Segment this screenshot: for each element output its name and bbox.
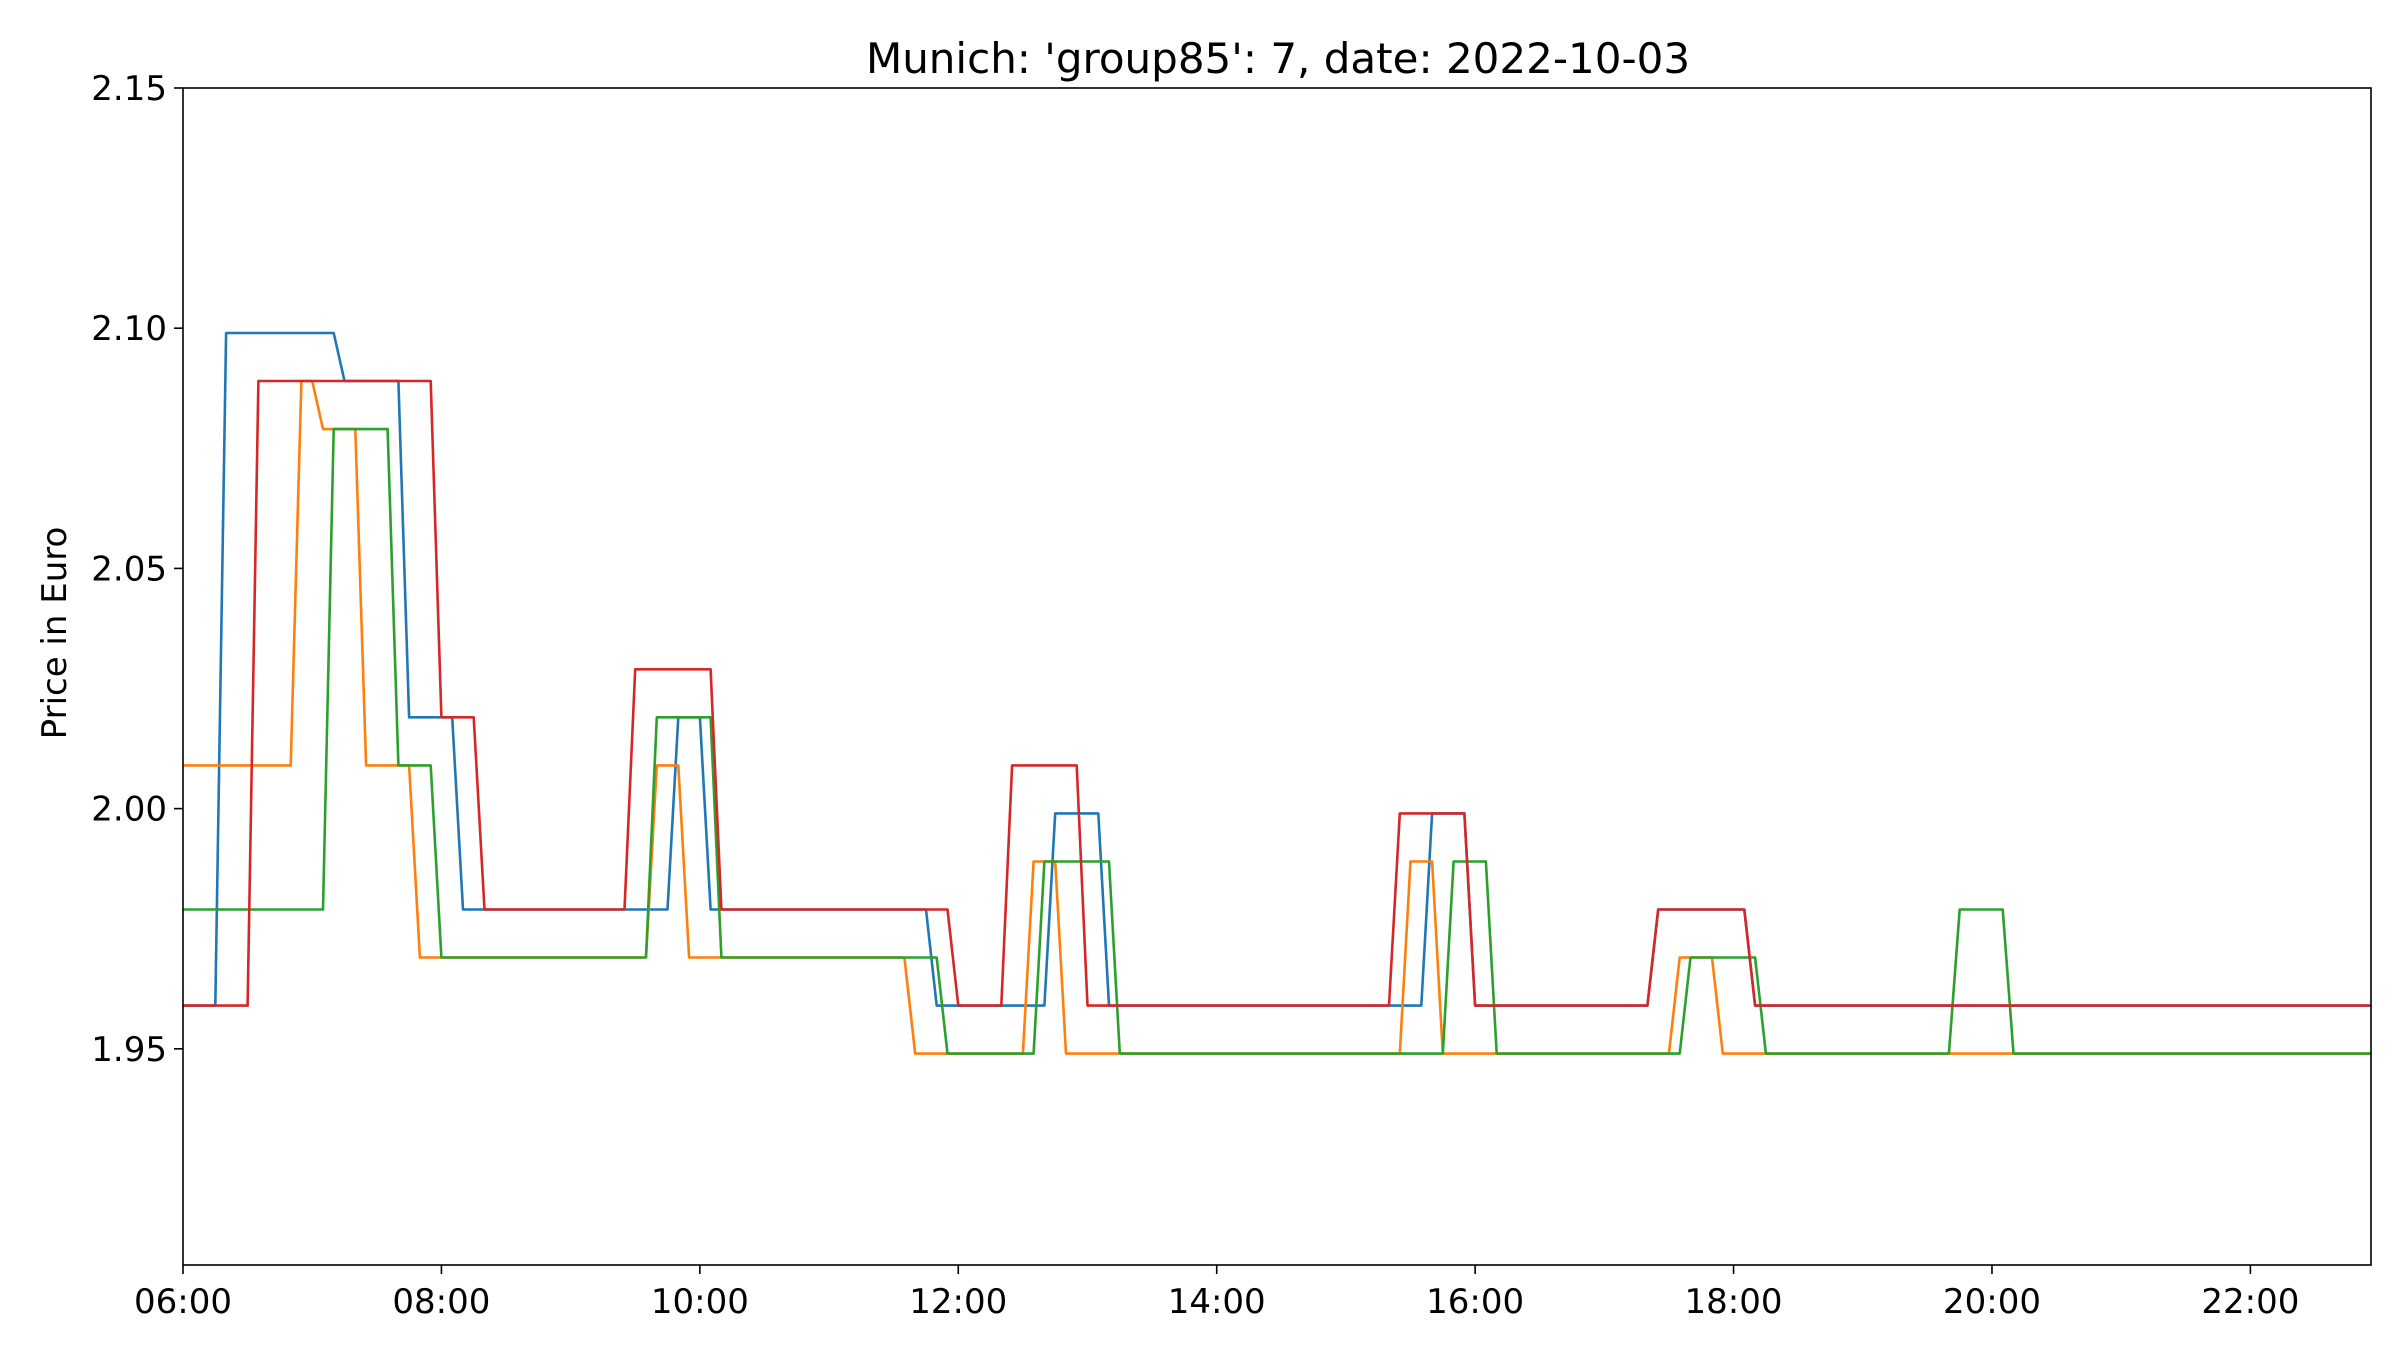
y-axis: 1.95 2.00 2.05 2.10 2.15 xyxy=(91,69,183,1070)
y-tick-label: 1.95 xyxy=(91,1030,167,1070)
x-tick-label: 06:00 xyxy=(134,1282,232,1322)
x-tick-label: 18:00 xyxy=(1685,1282,1783,1322)
x-tick-label: 08:00 xyxy=(392,1282,490,1322)
series-line-4 xyxy=(183,379,2371,1007)
series-layer xyxy=(183,331,2371,1055)
y-tick-label: 2.10 xyxy=(91,309,167,349)
x-axis: 06:00 08:00 10:00 12:00 14:00 16:00 18:00 20:00… xyxy=(134,1265,2299,1322)
x-tick-label: 14:00 xyxy=(1168,1282,1266,1322)
x-tick-label: 10:00 xyxy=(651,1282,749,1322)
y-tick-label: 2.00 xyxy=(91,790,167,830)
axes-frame xyxy=(182,87,2372,1266)
x-tick-label: 16:00 xyxy=(1426,1282,1524,1322)
plot-area xyxy=(182,87,2372,1266)
series-line-3 xyxy=(183,427,2371,1055)
x-tick-label: 12:00 xyxy=(909,1282,1007,1322)
y-tick-label: 2.05 xyxy=(91,549,167,589)
x-tick-label: 22:00 xyxy=(2201,1282,2299,1322)
x-tick-label: 20:00 xyxy=(1943,1282,2041,1322)
y-tick-label: 2.15 xyxy=(91,69,167,109)
y-axis-label: Price in Euro xyxy=(35,527,75,740)
chart-title: Munich: 'group85': 7, date: 2022-10-03 xyxy=(866,34,1690,83)
